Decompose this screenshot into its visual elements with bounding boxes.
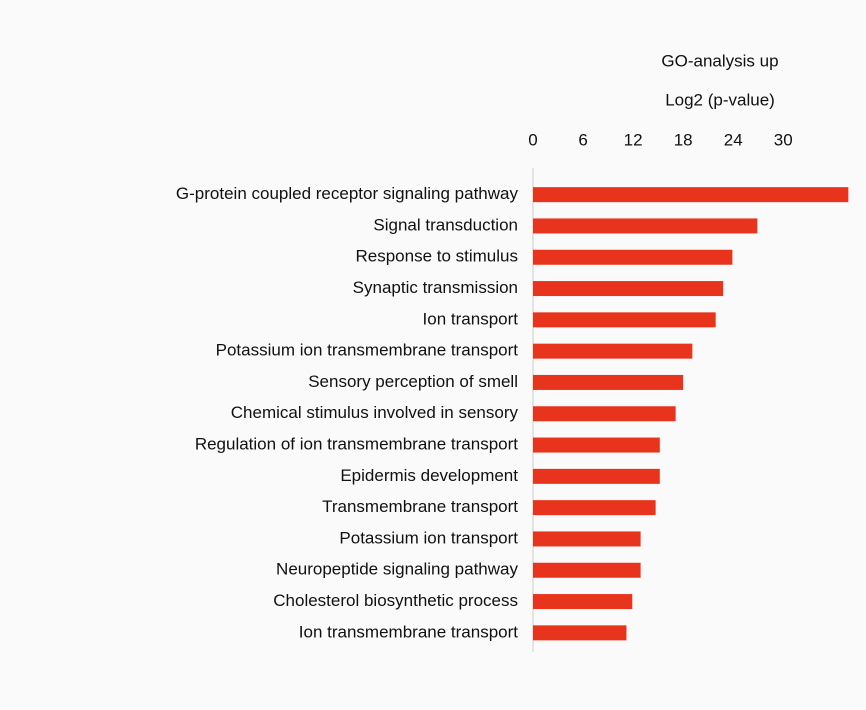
y-tick-label: Signal transduction [373, 215, 518, 234]
bar [533, 249, 733, 265]
bar [533, 187, 849, 203]
y-tick-label: Response to stimulus [355, 247, 518, 266]
x-tick-label: 0 [528, 130, 537, 149]
x-tick-label: 12 [624, 130, 643, 149]
y-tick-label: Cholesterol biosynthetic process [273, 591, 518, 610]
y-tick-label: Sensory perception of smell [308, 372, 518, 391]
y-tick-label: Neuropeptide signaling pathway [276, 560, 518, 579]
bar [533, 281, 724, 297]
x-axis-label: Log2 (p-value) [665, 90, 775, 109]
x-tick-label: 24 [724, 130, 743, 149]
y-tick-label: Epidermis development [340, 466, 518, 485]
bar [533, 594, 633, 610]
bar [533, 406, 676, 422]
y-tick-label: G-protein coupled receptor signaling pat… [176, 184, 519, 203]
bar [533, 374, 684, 390]
y-tick-label: Ion transport [423, 309, 519, 328]
bar [533, 562, 641, 578]
x-tick-label: 6 [578, 130, 587, 149]
bar [533, 343, 693, 359]
y-tick-label: Chemical stimulus involved in sensory [231, 403, 519, 422]
y-tick-label: Ion transmembrane transport [299, 622, 518, 641]
bar [533, 500, 656, 516]
x-tick-label: 30 [774, 130, 793, 149]
bar [533, 468, 660, 484]
bar [533, 218, 758, 234]
y-tick-label: Potassium ion transmembrane transport [216, 341, 519, 360]
bar [533, 625, 627, 641]
x-tick-label: 18 [674, 130, 693, 149]
y-tick-label: Transmembrane transport [322, 497, 518, 516]
y-tick-label: Potassium ion transport [339, 528, 518, 547]
y-tick-label: Synaptic transmission [353, 278, 518, 297]
bar [533, 312, 716, 328]
y-tick-label: Regulation of ion transmembrane transpor… [195, 435, 518, 454]
bar [533, 531, 641, 547]
chart-title: GO-analysis up [661, 51, 778, 70]
bar [533, 437, 660, 453]
